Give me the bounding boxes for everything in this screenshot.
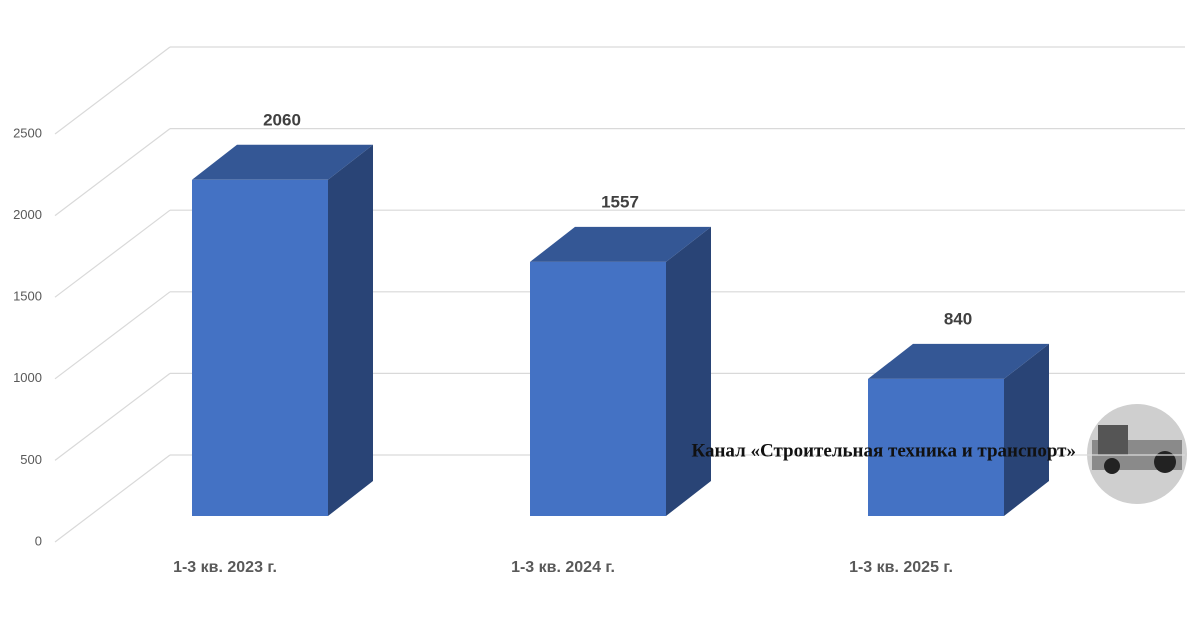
bar-side [1004,343,1049,516]
grid-line [54,291,171,380]
x-tick-label: 1-3 кв. 2024 г. [511,559,615,576]
value-label: 2060 [263,110,301,129]
y-tick-label: 1000 [13,370,42,385]
watermark: Канал «Строительная техника и транспорт» [691,440,1076,461]
y-tick-label: 2500 [13,125,42,140]
bar-side [666,226,711,517]
value-label: 840 [944,309,972,328]
bar-side [328,144,373,517]
x-tick-label: 1-3 кв. 2023 г. [173,559,277,576]
grid-line [54,128,171,217]
bar-top [192,144,373,180]
bar [530,261,666,516]
grid-line [54,46,171,135]
y-tick-label: 1500 [13,289,42,304]
y-tick-label: 0 [35,533,42,548]
watermark-logo [1087,404,1187,504]
grid-line [54,372,171,461]
grid-line [54,209,171,298]
x-tick-label: 1-3 кв. 2025 г. [849,559,953,576]
y-tick-label: 2000 [13,207,42,222]
grid-line [54,454,171,543]
bar-top [868,343,1049,379]
y-tick-label: 500 [20,452,42,467]
bar [868,378,1004,516]
value-label: 1557 [601,192,639,211]
bar-top [530,226,711,262]
bar [192,179,328,517]
